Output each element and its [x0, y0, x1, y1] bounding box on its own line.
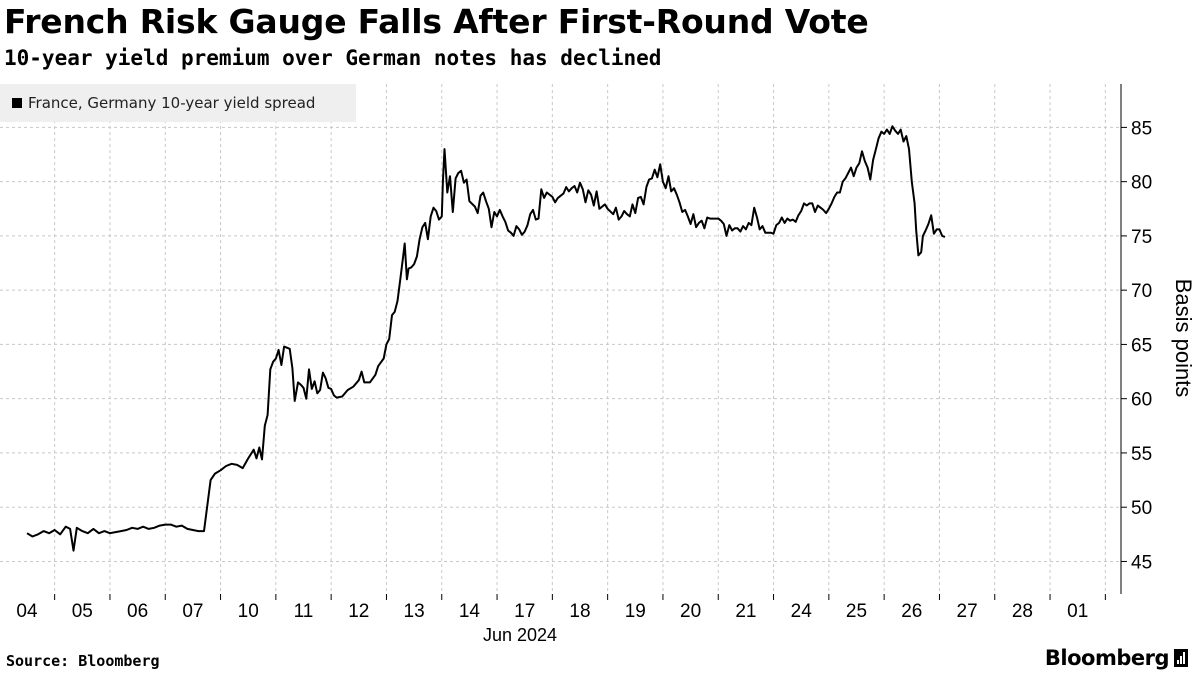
- grid-lines: [0, 84, 1121, 594]
- x-tick-label: 10: [238, 601, 259, 622]
- x-tick-label: 27: [957, 601, 978, 622]
- x-tick-label: 28: [1012, 601, 1033, 622]
- y-tick-label: 70: [1131, 281, 1152, 302]
- y-tick-label: 60: [1131, 390, 1152, 411]
- legend-swatch: [12, 98, 22, 108]
- x-tick-label: 24: [791, 601, 813, 622]
- x-tick-label: 13: [404, 601, 425, 622]
- x-tick-label: 01: [1067, 601, 1088, 622]
- x-tick-label: 25: [846, 601, 867, 622]
- y-tick-label: 65: [1131, 335, 1152, 356]
- brand-logo: Bloomberg: [1045, 646, 1188, 670]
- legend: France, Germany 10-year yield spread: [0, 84, 356, 122]
- x-axis-month-label: Jun 2024: [483, 625, 557, 645]
- y-axis-ticks: 45 50 55 60 65 70 75 80 85: [1121, 118, 1152, 573]
- y-tick-label: 80: [1131, 173, 1152, 194]
- x-tick-label: 12: [348, 601, 369, 622]
- y-axis-label: Basis points: [1171, 279, 1196, 398]
- x-tick-label: 19: [625, 601, 646, 622]
- y-tick-label: 55: [1131, 444, 1152, 465]
- x-tick-label: 17: [514, 601, 535, 622]
- y-tick-label: 85: [1131, 118, 1152, 139]
- x-tick-label: 18: [569, 601, 590, 622]
- x-axis-ticks: 04 05 06 07 10 11 12 13 14 17 18 19 20 21 24 25 26 27 28 01: [16, 594, 1106, 622]
- y-tick-label: 50: [1131, 498, 1152, 519]
- x-tick-label: 20: [680, 601, 701, 622]
- series-lines: [26, 125, 946, 552]
- brand-name: Bloomberg: [1044, 646, 1170, 670]
- x-tick-label: 06: [127, 601, 148, 622]
- x-tick-label: 14: [459, 601, 481, 622]
- x-tick-label: 21: [735, 601, 756, 622]
- source-note: Source: Bloomberg: [6, 652, 160, 670]
- series-line: [26, 125, 946, 552]
- x-tick-label: 11: [294, 601, 314, 622]
- x-tick-label: 05: [72, 601, 93, 622]
- chart-title: French Risk Gauge Falls After First-Roun…: [4, 2, 869, 41]
- chart-subtitle: 10-year yield premium over German notes …: [4, 46, 662, 70]
- x-tick-label: 26: [901, 601, 922, 622]
- x-tick-label: 04: [16, 601, 38, 622]
- legend-label: France, Germany 10-year yield spread: [28, 94, 316, 112]
- y-tick-label: 45: [1131, 552, 1152, 573]
- y-tick-label: 75: [1131, 227, 1152, 248]
- bloomberg-terminal-icon: [1174, 649, 1188, 667]
- x-tick-label: 07: [182, 601, 203, 622]
